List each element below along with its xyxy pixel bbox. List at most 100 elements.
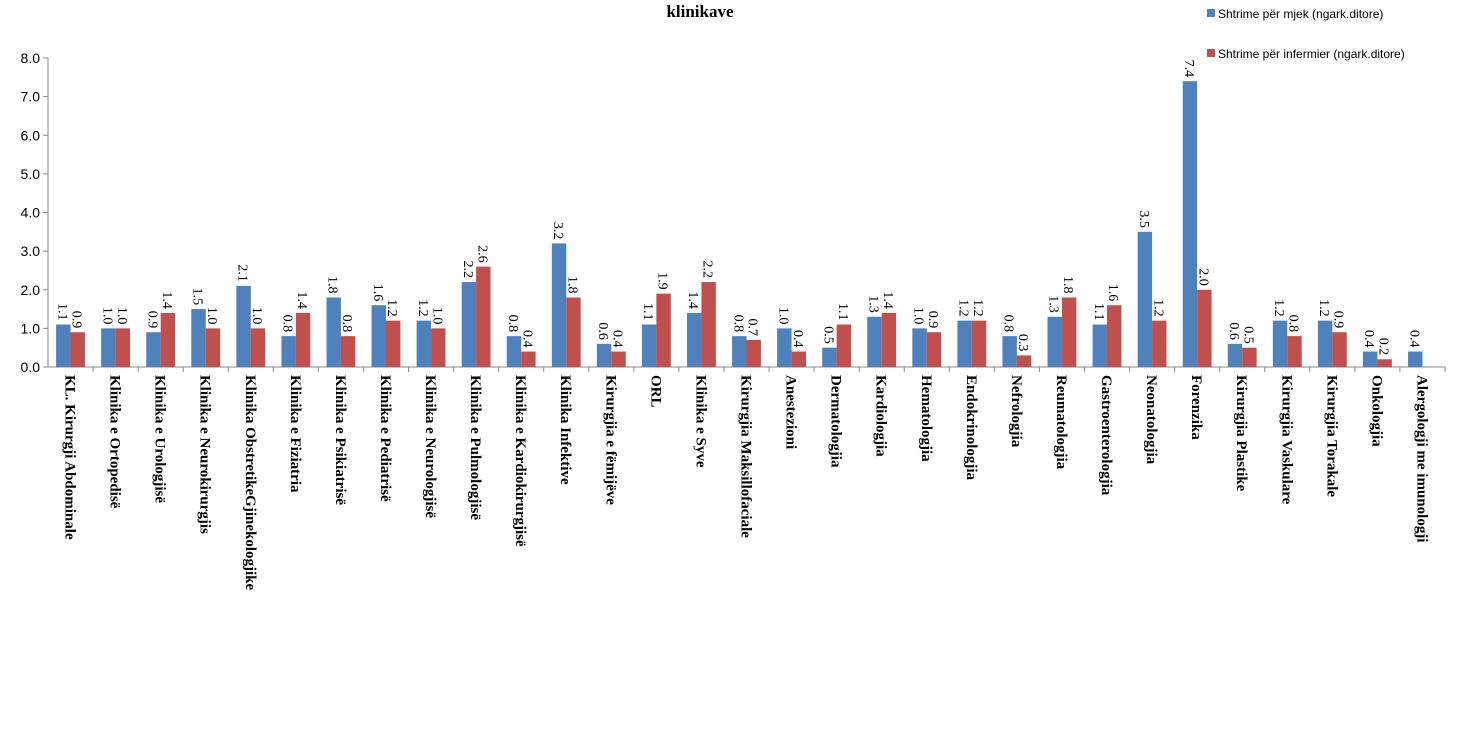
y-tick-label: 5.0 bbox=[21, 166, 41, 182]
data-label: 0.4 bbox=[610, 330, 625, 348]
x-tick-label: Klinika e Neurologjisë bbox=[422, 375, 438, 518]
bar bbox=[957, 320, 972, 367]
data-label: 0.8 bbox=[1285, 315, 1300, 333]
data-label: 1.5 bbox=[190, 288, 205, 306]
x-tick-label: Klinika e Fiziatria bbox=[287, 375, 303, 493]
y-tick-label: 0.0 bbox=[21, 359, 41, 375]
bar bbox=[656, 293, 671, 367]
bar bbox=[1061, 297, 1077, 367]
bar bbox=[881, 312, 897, 367]
x-tick-label: Gastroenterologjia bbox=[1098, 375, 1114, 496]
data-label: 1.4 bbox=[880, 291, 895, 309]
bar bbox=[1182, 81, 1198, 368]
data-label: 1.6 bbox=[1105, 284, 1120, 302]
bar bbox=[115, 328, 131, 367]
data-label: 1.0 bbox=[911, 307, 926, 325]
bar bbox=[1362, 351, 1378, 367]
data-label: 0.8 bbox=[1001, 315, 1016, 333]
legend-swatch bbox=[1207, 9, 1215, 17]
data-label: 1.4 bbox=[294, 291, 309, 309]
bar bbox=[205, 328, 221, 367]
bar bbox=[1092, 324, 1108, 367]
bar bbox=[596, 343, 612, 367]
bar bbox=[912, 328, 927, 367]
bar bbox=[777, 328, 792, 367]
data-label: 1.1 bbox=[640, 303, 655, 321]
x-tick-label: Kirurgjia Plastike bbox=[1233, 375, 1249, 492]
data-label: 1.0 bbox=[429, 307, 444, 325]
bar bbox=[1137, 231, 1153, 367]
y-tick-label: 1.0 bbox=[21, 320, 41, 336]
data-label: 1.2 bbox=[1271, 299, 1286, 317]
data-label: 0.6 bbox=[595, 322, 610, 340]
x-tick-label: Kirurgjia e fëmijëve bbox=[602, 375, 618, 505]
bar bbox=[70, 332, 85, 367]
data-label: 0.6 bbox=[1226, 322, 1241, 340]
data-label: 2.6 bbox=[474, 245, 489, 263]
data-label: 0.8 bbox=[505, 315, 520, 333]
bar bbox=[1287, 336, 1302, 367]
data-label: 1.9 bbox=[655, 272, 670, 290]
bar bbox=[521, 351, 536, 367]
bar bbox=[791, 351, 806, 367]
bar bbox=[611, 351, 626, 367]
data-label: 0.3 bbox=[1015, 334, 1030, 352]
x-tick-label: Alergologji me imunologji bbox=[1413, 375, 1429, 542]
x-tick-label: Onkologjia bbox=[1368, 375, 1384, 447]
bar bbox=[461, 282, 477, 367]
data-label: 1.4 bbox=[159, 291, 174, 309]
data-label: 0.8 bbox=[339, 315, 354, 333]
x-tick-label: Kirurgjia Maksillofaciale bbox=[738, 375, 754, 538]
bar bbox=[1272, 320, 1288, 367]
bar bbox=[191, 309, 206, 367]
data-label: 2.2 bbox=[460, 261, 475, 279]
bar bbox=[701, 282, 716, 367]
bar bbox=[281, 336, 296, 367]
bar bbox=[687, 312, 702, 367]
bar bbox=[1242, 347, 1257, 367]
data-label: 0.2 bbox=[1376, 338, 1391, 356]
bar bbox=[926, 332, 942, 367]
data-label: 7.4 bbox=[1181, 60, 1196, 78]
x-tick-label: Klinika ObstretikeGjinekologjike bbox=[242, 375, 258, 590]
chart-title: klinikave bbox=[666, 2, 734, 21]
bar bbox=[295, 312, 311, 367]
y-tick-label: 4.0 bbox=[21, 205, 41, 221]
x-tick-label: Klinika e Pulmologjisë bbox=[467, 375, 483, 520]
data-label: 0.9 bbox=[1331, 311, 1346, 329]
data-label: 1.0 bbox=[114, 307, 129, 325]
x-tick-label: Kirurgjia Vaskulare bbox=[1278, 375, 1294, 505]
x-tick-label: Klinika e Psikiatrisë bbox=[332, 375, 348, 505]
legend-label: Shtrime për mjek (ngark.ditore) bbox=[1218, 7, 1383, 21]
bar bbox=[340, 336, 356, 367]
bar bbox=[236, 285, 251, 367]
data-label: 3.2 bbox=[550, 222, 565, 240]
x-tick-label: ORL bbox=[647, 375, 663, 408]
x-tick-label: Klinika e Urologjisë bbox=[152, 375, 168, 503]
data-label: 0.7 bbox=[745, 318, 760, 336]
data-label: 1.3 bbox=[1046, 295, 1061, 313]
bar bbox=[1197, 289, 1212, 367]
data-label: 1.6 bbox=[370, 284, 385, 302]
bar bbox=[1002, 336, 1017, 367]
data-label: 1.2 bbox=[415, 299, 430, 317]
bar bbox=[1227, 343, 1243, 367]
data-label: 1.0 bbox=[775, 307, 790, 325]
data-label: 0.4 bbox=[519, 330, 534, 348]
bar bbox=[476, 266, 491, 367]
x-tick-label: KL. Kirurgji Abdominale bbox=[62, 375, 78, 540]
bar bbox=[746, 339, 761, 367]
data-label: 1.1 bbox=[54, 303, 69, 321]
x-tick-label: Nefrologjia bbox=[1008, 375, 1024, 448]
bar bbox=[1047, 316, 1062, 367]
x-tick-label: Hematologjia bbox=[918, 375, 934, 462]
data-label: 0.5 bbox=[1240, 326, 1255, 344]
data-label: 1.2 bbox=[1150, 299, 1165, 317]
bar bbox=[867, 316, 882, 367]
y-tick-label: 3.0 bbox=[21, 243, 41, 259]
legend-swatch bbox=[1207, 49, 1215, 57]
data-label: 0.9 bbox=[69, 311, 84, 329]
bar bbox=[101, 328, 116, 367]
data-label: 1.2 bbox=[384, 299, 399, 317]
